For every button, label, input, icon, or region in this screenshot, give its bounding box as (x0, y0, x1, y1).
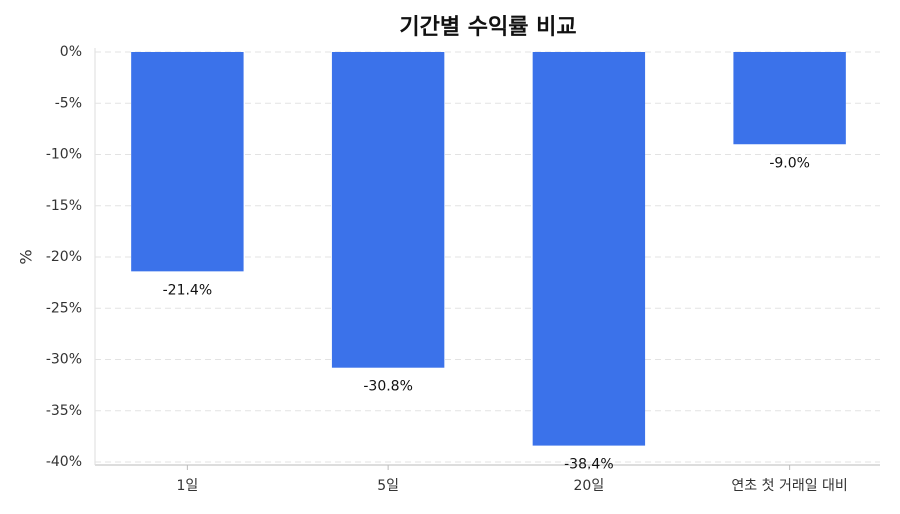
y-tick-label: -5% (55, 95, 82, 111)
y-tick-label: -20% (46, 249, 82, 265)
x-tick-label: 1일 (176, 478, 198, 494)
y-tick-label: -30% (46, 352, 82, 368)
bar (733, 52, 846, 145)
x-tick-label: 20일 (574, 478, 605, 494)
bar (532, 52, 646, 446)
y-tick-label: 0% (60, 44, 82, 60)
y-tick-label: -15% (46, 198, 82, 214)
x-tick-label: 연초 첫 거래일 대비 (731, 478, 847, 494)
bar (331, 52, 445, 368)
y-axis-label: % (17, 249, 36, 264)
y-tick-label: -25% (46, 300, 82, 316)
x-tick-label: 5일 (377, 478, 399, 494)
y-tick-label: -40% (46, 454, 82, 470)
chart-title: 기간별 수익률 비교 (399, 15, 576, 40)
value-label: -38.4% (564, 457, 614, 473)
bar (131, 52, 244, 272)
y-tick-label: -35% (46, 403, 82, 419)
value-label: -9.0% (769, 155, 810, 171)
value-label: -21.4% (163, 282, 213, 298)
y-tick-label: -10% (46, 147, 82, 163)
value-label: -30.8% (363, 379, 413, 395)
